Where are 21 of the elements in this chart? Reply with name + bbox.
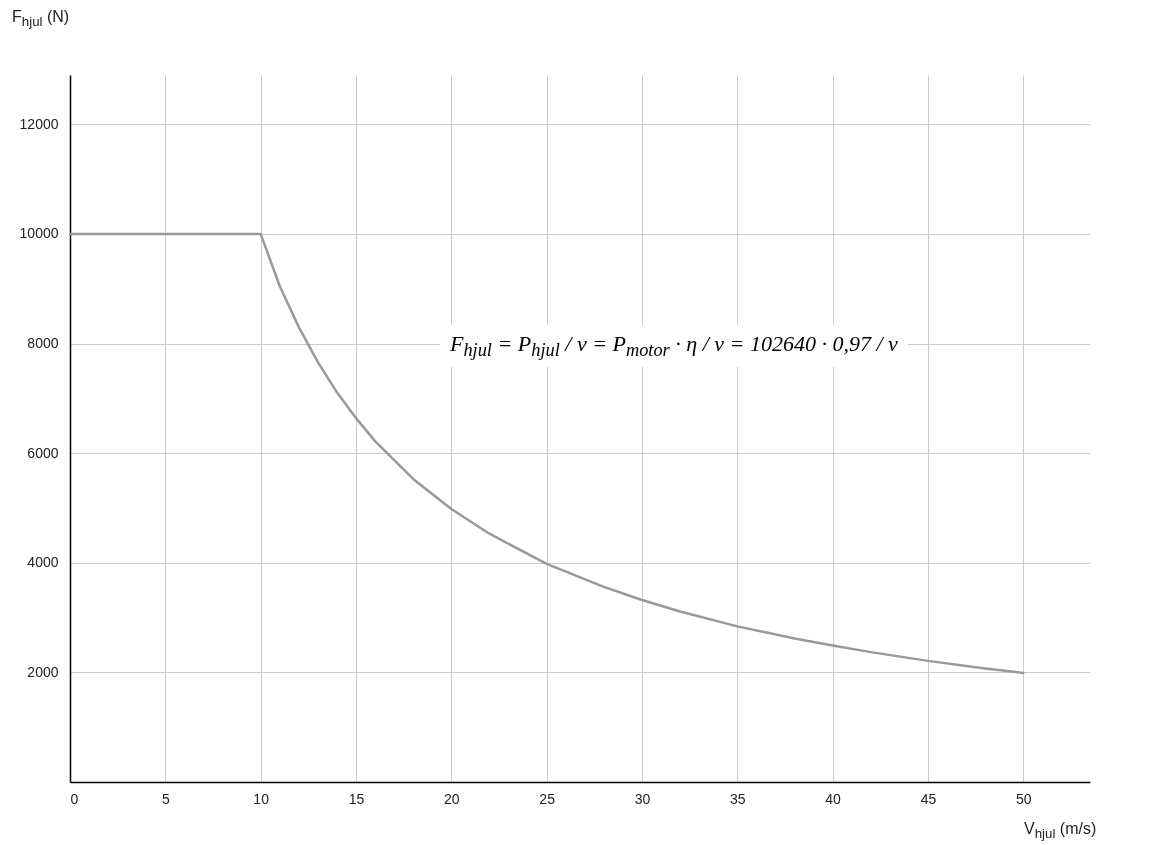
x-tick-label: 45 <box>920 790 937 807</box>
y-tick-label: 4000 <box>27 554 59 571</box>
x-axis-title: V$_{hjul}$ (m/s) <box>1024 820 1097 842</box>
y-tick-label: 10000 <box>19 225 59 242</box>
x-tick-label: 5 <box>161 790 170 807</box>
y-tick-label: 2000 <box>27 663 59 680</box>
x-tick-label: 0 <box>70 790 79 807</box>
x-tick-label: 50 <box>1015 790 1032 807</box>
x-tick-label: 30 <box>634 790 651 807</box>
y-axis-title: F$_{hjul}$ (N) <box>12 8 70 30</box>
y-tick-label: 6000 <box>27 444 59 461</box>
x-tick-label: 15 <box>348 790 365 807</box>
x-tick-label: 10 <box>253 790 270 807</box>
x-tick-label: 20 <box>444 790 460 807</box>
x-tick-label: 40 <box>825 790 842 807</box>
x-tick-label: 25 <box>539 790 556 807</box>
annotation: F$_{hjul}$ = P$_{hjul}$ / v = P$_{motor}$ · η / v = 102640 · 0,97 / v <box>440 325 908 368</box>
line-series <box>68 232 1025 675</box>
y-tick-label: 12000 <box>19 115 59 132</box>
x-tick-label: 35 <box>730 790 746 807</box>
y-tick-label: 8000 <box>27 335 59 352</box>
